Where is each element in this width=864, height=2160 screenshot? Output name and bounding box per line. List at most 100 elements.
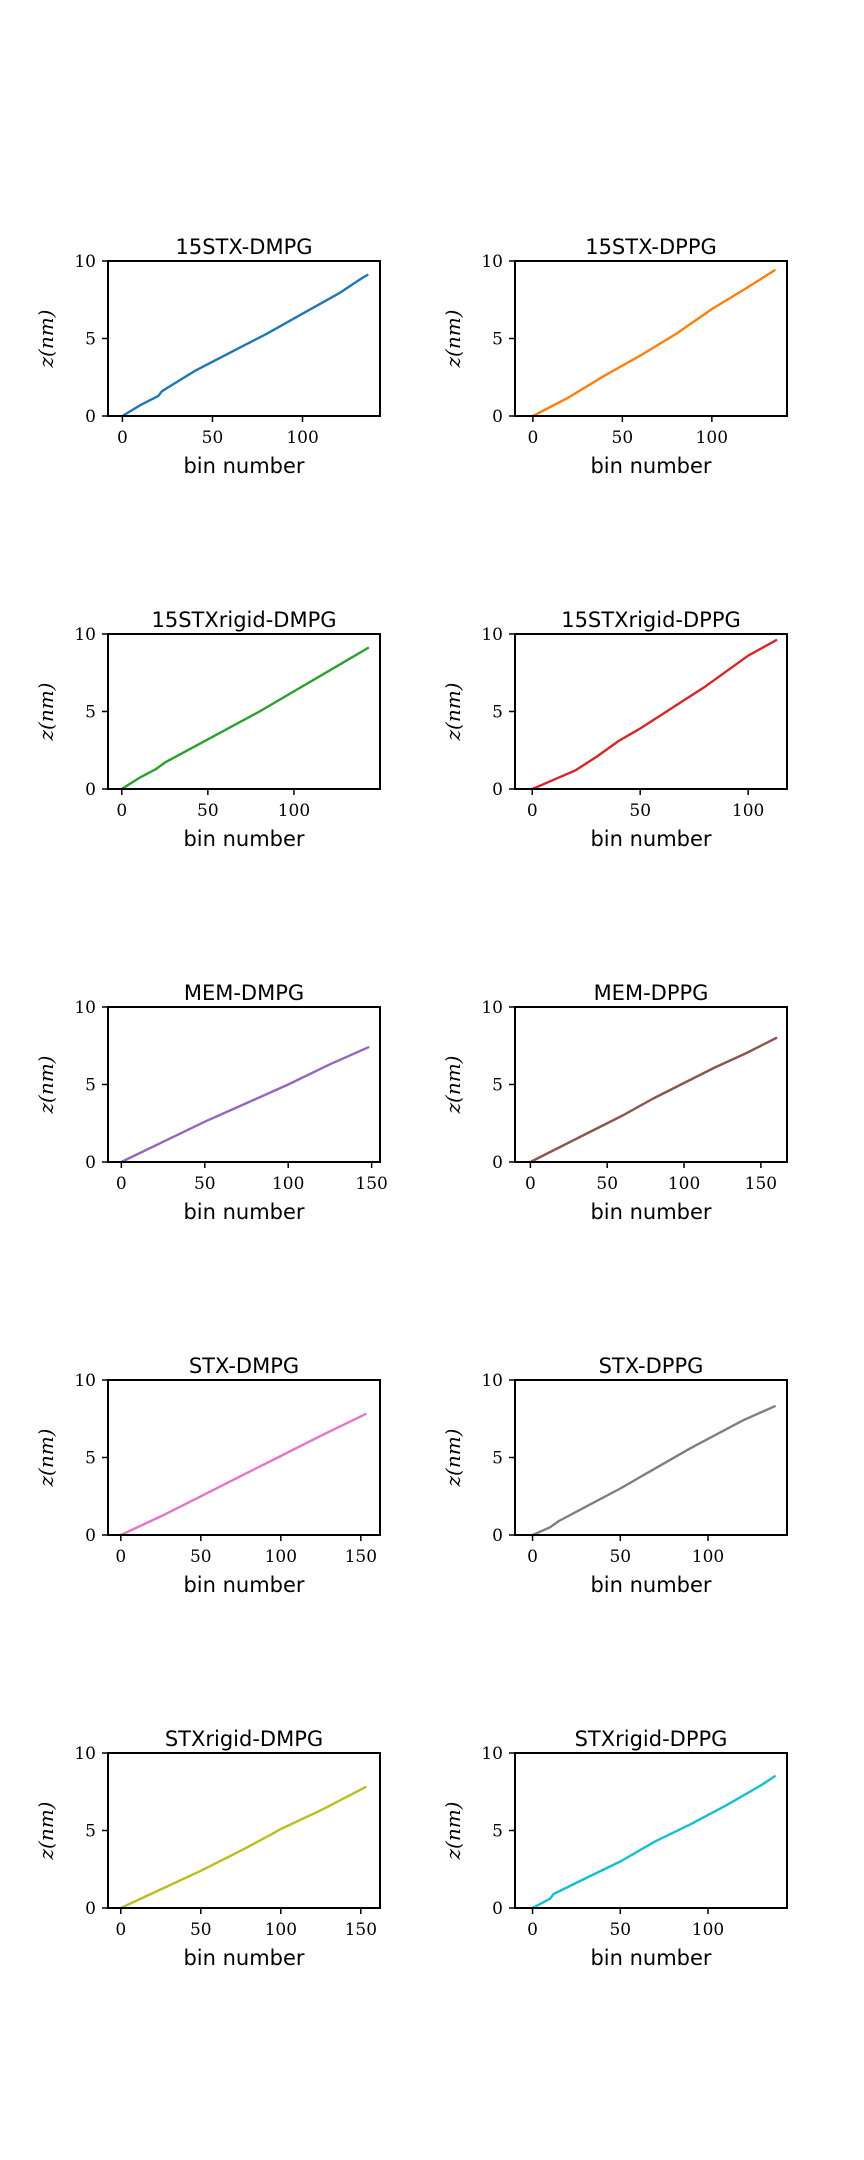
- chart-panel: 0 50 100 0 5 10 15STXrigid-DPPG bin number z(nm): [441, 608, 788, 851]
- chart-title: MEM-DMPG: [184, 981, 304, 1005]
- series-line: [531, 1775, 776, 1910]
- chart-panel: 0 50 100 0 5 10 15STX-DPPG bin number z(nm): [441, 235, 788, 478]
- x-tick-label: 100: [265, 1547, 297, 1567]
- y-axis-label: z(nm): [34, 1429, 58, 1488]
- x-tick-label: 0: [527, 1547, 538, 1567]
- y-tick-label: 5: [492, 1449, 503, 1469]
- axes-frame: [107, 260, 381, 417]
- x-tick-label: 100: [732, 801, 764, 821]
- chart-title: 15STXrigid-DMPG: [151, 608, 336, 632]
- y-tick-label: 0: [492, 1153, 503, 1173]
- chart-panel: 0 50 100 0 5 10 15STXrigid-DMPG bin number z(nm): [34, 608, 381, 851]
- x-tick-label: 0: [527, 1920, 538, 1940]
- y-axis-label: z(nm): [441, 310, 465, 369]
- series-line: [120, 1046, 370, 1164]
- y-tick-label: 10: [481, 252, 503, 272]
- y-axis-label: z(nm): [34, 683, 58, 742]
- y-tick-label: 5: [85, 1822, 96, 1842]
- x-tick-label: 150: [345, 1547, 377, 1567]
- y-axis-label: z(nm): [441, 1056, 465, 1115]
- y-tick-label: 5: [492, 703, 503, 723]
- x-axis-label: bin number: [590, 1200, 711, 1224]
- chart-title: STX-DMPG: [189, 1354, 299, 1378]
- x-tick-label: 100: [286, 428, 318, 448]
- series-line: [531, 269, 776, 418]
- chart-panel: 0 50 100 0 5 10 15STX-DMPG bin number z(nm): [34, 235, 381, 478]
- y-tick-label: 0: [492, 407, 503, 427]
- chart-panel: 0 50 100 0 5 10 STX-DPPG bin number z(nm): [441, 1354, 788, 1597]
- y-tick-label: 5: [492, 330, 503, 350]
- x-tick-label: 100: [272, 1174, 304, 1194]
- x-axis-label: bin number: [183, 1946, 304, 1970]
- chart-title: MEM-DPPG: [594, 981, 709, 1005]
- axes-frame: [514, 1752, 788, 1909]
- x-axis-label: bin number: [183, 1573, 304, 1597]
- chart-title: STX-DPPG: [599, 1354, 704, 1378]
- y-tick-label: 10: [74, 1371, 96, 1391]
- y-axis-label: z(nm): [441, 1429, 465, 1488]
- x-tick-label: 100: [692, 1920, 724, 1940]
- series-line: [529, 1036, 778, 1164]
- y-axis-label: z(nm): [34, 310, 58, 369]
- series-line: [531, 1405, 776, 1537]
- axes-frame: [514, 1006, 788, 1163]
- chart-title: STXrigid-DPPG: [575, 1727, 728, 1751]
- x-axis-label: bin number: [183, 827, 304, 851]
- x-tick-label: 0: [115, 1547, 126, 1567]
- axes-frame: [107, 1379, 381, 1536]
- axes-frame: [107, 633, 381, 790]
- y-tick-label: 0: [492, 1899, 503, 1919]
- y-tick-label: 10: [74, 998, 96, 1018]
- chart-panel: 0 50 100 150 0 5 10 STXrigid-DMPG bin number z(nm…: [34, 1727, 381, 1970]
- x-tick-label: 0: [115, 1920, 126, 1940]
- x-tick-label: 50: [202, 428, 224, 448]
- x-tick-label: 50: [190, 1547, 212, 1567]
- x-axis-label: bin number: [590, 454, 711, 478]
- chart-panel: 0 50 100 150 0 5 10 MEM-DMPG bin number z(nm): [34, 981, 388, 1224]
- y-tick-label: 5: [85, 703, 96, 723]
- y-tick-label: 10: [481, 998, 503, 1018]
- y-tick-label: 0: [85, 780, 96, 800]
- y-tick-label: 5: [85, 330, 96, 350]
- y-axis-label: z(nm): [34, 1802, 58, 1861]
- chart-panel: 0 50 100 150 0 5 10 MEM-DPPG bin number z(nm): [441, 981, 788, 1224]
- series-line: [119, 1785, 367, 1910]
- y-tick-label: 5: [85, 1076, 96, 1096]
- chart-title: STXrigid-DMPG: [165, 1727, 323, 1751]
- y-tick-label: 10: [74, 625, 96, 645]
- x-tick-label: 100: [278, 801, 310, 821]
- x-tick-label: 50: [612, 428, 634, 448]
- x-tick-label: 100: [692, 1547, 724, 1567]
- x-axis-label: bin number: [183, 454, 304, 478]
- y-tick-label: 0: [492, 780, 503, 800]
- x-tick-label: 50: [190, 1920, 212, 1940]
- y-tick-label: 10: [481, 625, 503, 645]
- axes-frame: [107, 1752, 381, 1909]
- x-tick-label: 50: [197, 801, 219, 821]
- chart-title: 15STXrigid-DPPG: [561, 608, 741, 632]
- x-tick-label: 150: [355, 1174, 387, 1194]
- x-tick-label: 150: [345, 1920, 377, 1940]
- x-tick-label: 0: [117, 428, 128, 448]
- y-tick-label: 0: [492, 1526, 503, 1546]
- x-tick-label: 0: [525, 1174, 536, 1194]
- chart-title: 15STX-DMPG: [175, 235, 312, 259]
- x-axis-label: bin number: [183, 1200, 304, 1224]
- y-tick-label: 10: [481, 1744, 503, 1764]
- axes-frame: [514, 260, 788, 417]
- y-tick-label: 10: [74, 1744, 96, 1764]
- chart-panel: 0 50 100 150 0 5 10 STX-DMPG bin number z(nm): [34, 1354, 381, 1597]
- chart-title: 15STX-DPPG: [585, 235, 717, 259]
- series-line: [119, 1412, 367, 1537]
- y-axis-label: z(nm): [34, 1056, 58, 1115]
- series-line: [120, 646, 370, 791]
- x-tick-label: 50: [609, 1547, 631, 1567]
- x-tick-label: 0: [116, 801, 127, 821]
- x-axis-label: bin number: [590, 1946, 711, 1970]
- y-axis-label: z(nm): [441, 683, 465, 742]
- x-tick-label: 50: [609, 1920, 631, 1940]
- x-tick-label: 100: [668, 1174, 700, 1194]
- axes-frame: [107, 1006, 381, 1163]
- y-tick-label: 0: [85, 407, 96, 427]
